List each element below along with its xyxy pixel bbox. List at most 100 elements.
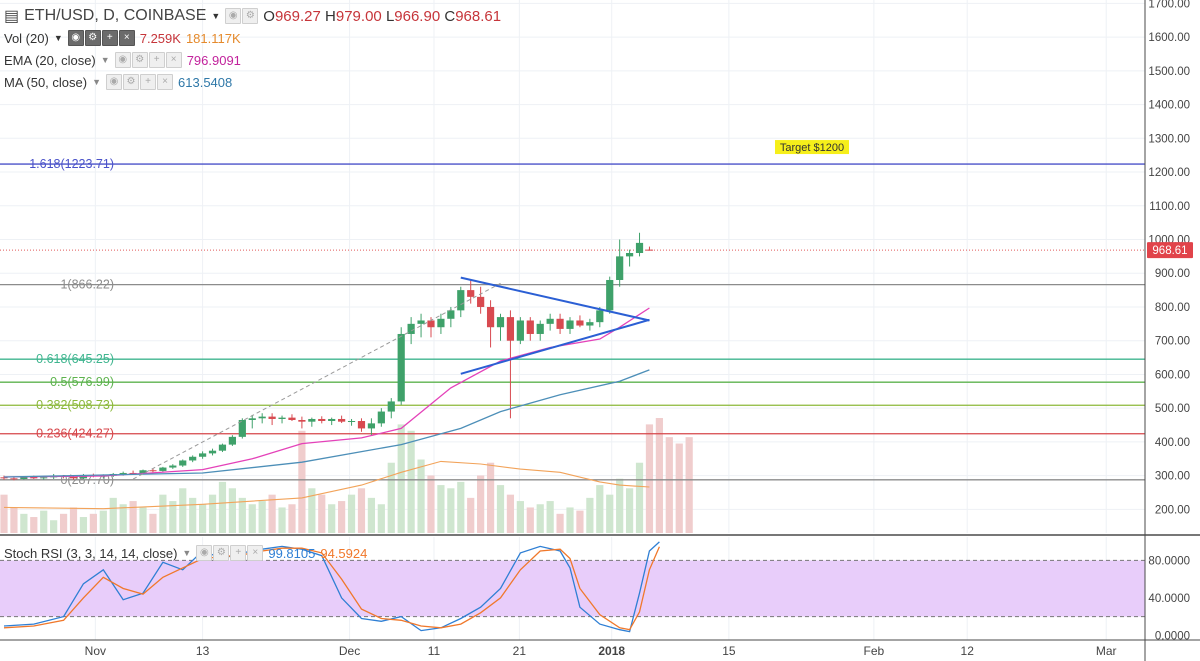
eye-icon[interactable]: ◉: [225, 8, 242, 24]
chevron-down-icon[interactable]: ▼: [53, 33, 63, 43]
chevron-down-icon[interactable]: ▼: [182, 548, 192, 558]
volume-bar: [586, 497, 594, 533]
volume-bar: [556, 513, 564, 533]
volume-ma-value: 181.117K: [185, 30, 241, 46]
stoch-line: [3, 546, 660, 631]
candle-body: [546, 318, 554, 324]
volume-bar: [69, 507, 78, 533]
price-badge: 968.61: [1152, 245, 1187, 257]
symbol-title[interactable]: ETH/USD, D, COINBASE: [24, 7, 207, 24]
candle-body: [347, 421, 356, 423]
candle-body: [635, 242, 644, 254]
series-line: [3, 460, 650, 510]
volume-bar: [119, 504, 127, 533]
volume-bar: [397, 424, 405, 533]
candle-body: [169, 465, 177, 468]
volume-bar: [30, 517, 38, 533]
candle-body: [616, 256, 624, 280]
volume-bar: [596, 485, 604, 533]
candle-body: [486, 306, 495, 328]
plus-icon[interactable]: +: [148, 52, 165, 68]
gear-icon[interactable]: ⚙: [123, 74, 140, 90]
volume-bar: [407, 430, 415, 533]
eye-icon[interactable]: ◉: [106, 74, 123, 90]
gear-icon[interactable]: ⚙: [84, 30, 101, 46]
indicator-row-ma[interactable]: MA (50, close) ▼ ◉ ⚙ + × 613.5408: [4, 72, 232, 92]
gear-icon[interactable]: ⚙: [131, 52, 148, 68]
series-line: [3, 369, 650, 478]
volume-bar: [139, 507, 147, 533]
candle-body: [586, 322, 594, 326]
volume-bar: [40, 510, 48, 533]
ema-value: 796.9091: [186, 52, 241, 68]
chevron-down-icon[interactable]: ▼: [100, 55, 110, 65]
volume-bar: [89, 513, 97, 533]
volume-bar: [50, 520, 58, 533]
fib-level-label: 0.236(424.27): [36, 427, 114, 441]
indicator-row-ema[interactable]: EMA (20, close) ▼ ◉ ⚙ + × 796.9091: [4, 50, 241, 70]
indicator-label[interactable]: Vol (20): [4, 30, 49, 46]
plus-icon[interactable]: +: [230, 545, 247, 561]
gear-icon[interactable]: ⚙: [242, 8, 259, 24]
eye-icon[interactable]: ◉: [196, 545, 213, 561]
close-icon[interactable]: ×: [118, 30, 135, 46]
high-label: H: [325, 7, 336, 25]
chevron-down-icon[interactable]: ▼: [92, 77, 102, 87]
candle-body: [199, 453, 207, 457]
volume-bar: [278, 507, 286, 533]
candle-body: [20, 477, 28, 480]
volume-bar: [665, 437, 673, 533]
indicator-lines: [3, 276, 650, 510]
candle-body: [645, 249, 654, 251]
eye-icon[interactable]: ◉: [114, 52, 131, 68]
plus-icon[interactable]: +: [101, 30, 118, 46]
indicator-row-volume[interactable]: Vol (20) ▼ ◉ ⚙ + × 7.259K 181.117K: [4, 28, 241, 48]
volume-bar: [457, 481, 465, 533]
price-tick-label: 700.00: [1155, 336, 1190, 348]
candle-body: [298, 419, 306, 422]
indicator-label[interactable]: EMA (20, close): [4, 52, 96, 68]
candle-body: [278, 417, 286, 419]
candle-body: [387, 401, 395, 412]
close-icon[interactable]: ×: [165, 52, 182, 68]
stoch-label[interactable]: Stoch RSI (3, 3, 14, 14, close): [4, 545, 178, 561]
volume-bar: [149, 513, 157, 533]
candle-body: [566, 320, 574, 329]
chevron-down-icon[interactable]: ▼: [211, 11, 221, 21]
fib-level-label: 1.618(1223.71): [29, 157, 114, 171]
volume-bar: [496, 485, 505, 533]
candle-body: [189, 456, 197, 461]
volume-bar: [606, 494, 614, 533]
volume-bar: [536, 504, 544, 533]
indicator-label[interactable]: MA (50, close): [4, 74, 88, 90]
candle-body: [258, 416, 266, 419]
candle-body: [119, 472, 127, 474]
eye-icon[interactable]: ◉: [67, 30, 84, 46]
stoch-legend-row[interactable]: Stoch RSI (3, 3, 14, 14, close) ▼ ◉ ⚙ + …: [4, 543, 367, 563]
volume-bars: [0, 418, 693, 533]
menu-icon[interactable]: ▤: [4, 8, 20, 25]
volume-bar: [338, 501, 346, 533]
volume-bar: [516, 501, 524, 533]
close-value: 968.61: [455, 7, 502, 25]
gear-icon[interactable]: ⚙: [213, 545, 230, 561]
stoch-rsi-pane[interactable]: [0, 541, 1145, 633]
symbol-row: ▤ ETH/USD, D, COINBASE ▼ ◉ ⚙ O969.27 H97…: [4, 6, 501, 26]
stoch-tick-label: 40.0000: [1148, 593, 1190, 605]
candle-body: [427, 320, 435, 328]
time-tick-label: 2018: [598, 644, 625, 658]
volume-bar: [417, 459, 425, 533]
time-tick-label: Feb: [864, 644, 885, 658]
plus-icon[interactable]: +: [140, 74, 157, 90]
candle-body: [10, 478, 18, 480]
candle-body: [536, 323, 544, 334]
volume-bar: [0, 494, 8, 533]
close-icon[interactable]: ×: [157, 74, 174, 90]
indicator-buttons: ◉ ⚙ + ×: [114, 52, 182, 68]
fibonacci-levels[interactable]: 1.618(1223.71) 1(866.22) 0.618(645.25) 0.5(…: [0, 140, 1145, 487]
close-icon[interactable]: ×: [247, 545, 264, 561]
volume-bar: [99, 510, 107, 533]
price-tick-label: 800.00: [1155, 302, 1190, 314]
volume-bar: [169, 501, 177, 533]
